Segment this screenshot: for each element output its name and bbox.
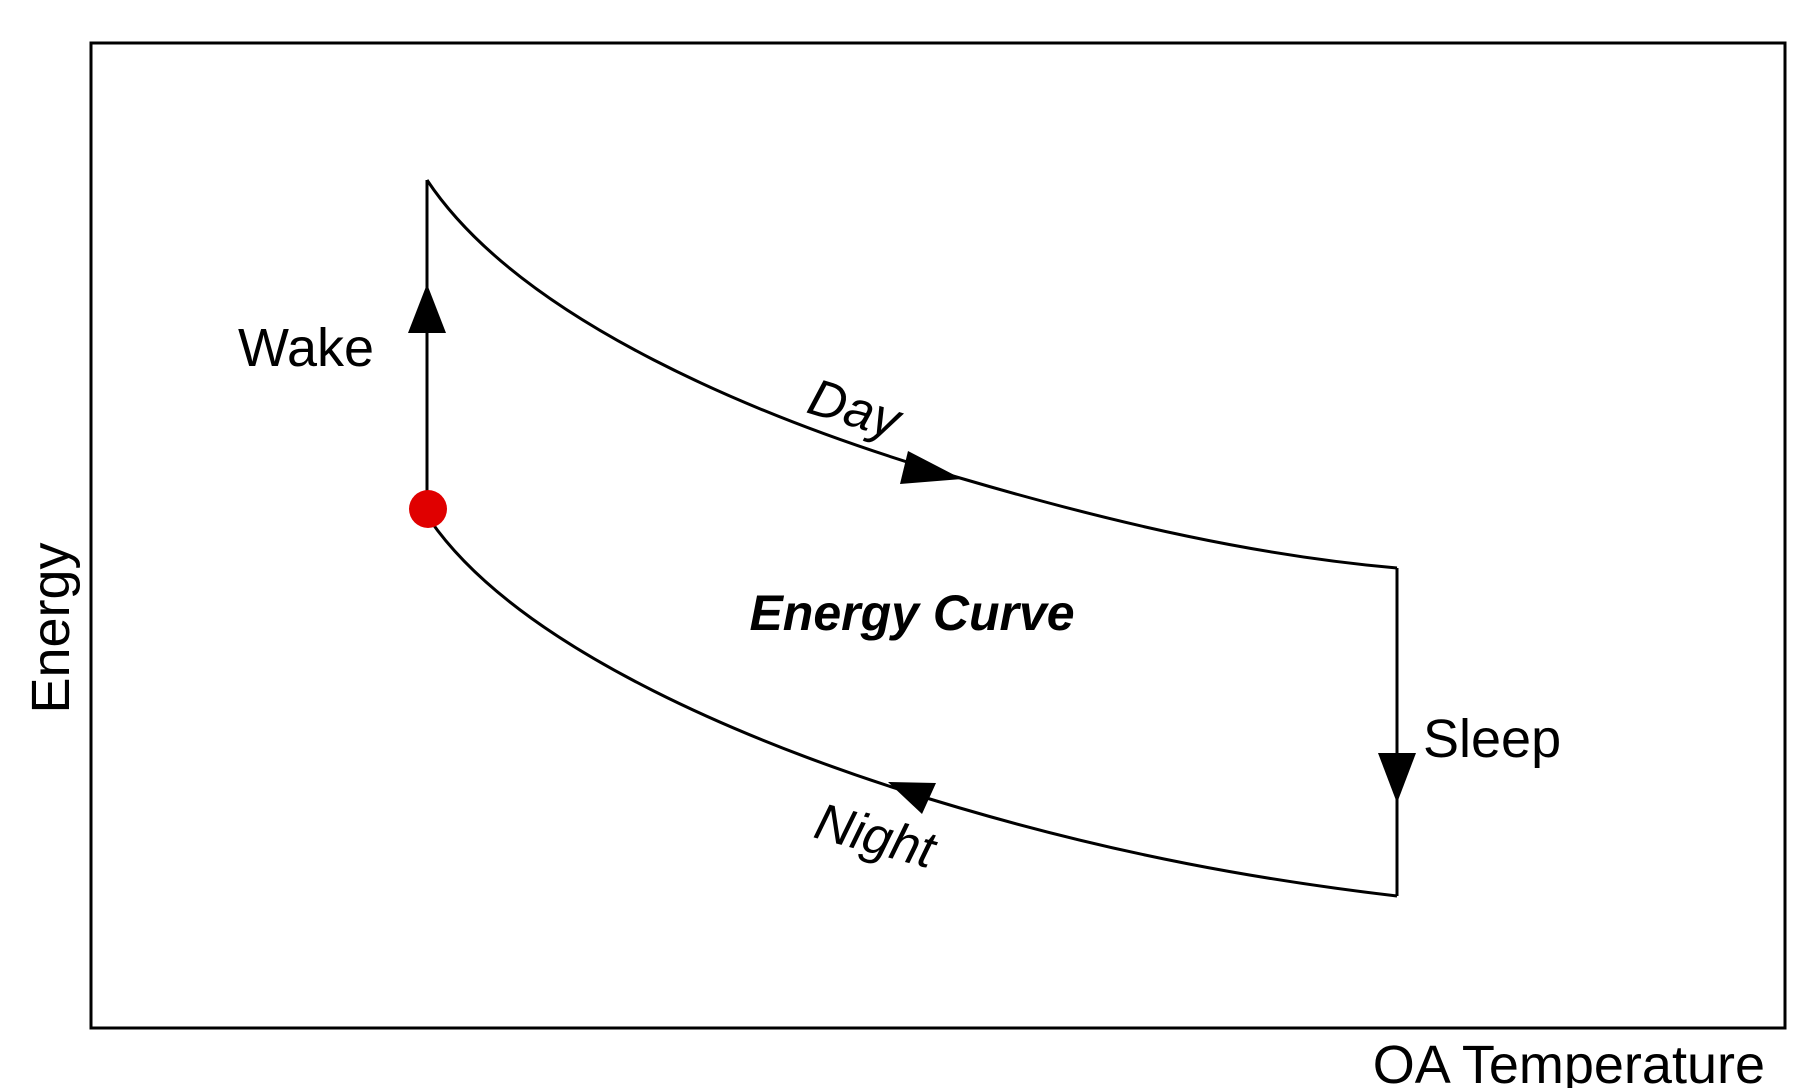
wake-arrow [408, 284, 446, 333]
day-arrow [900, 451, 962, 484]
sleep-arrow [1378, 753, 1416, 803]
day-label: Day [801, 368, 909, 451]
night-arrow [888, 782, 936, 814]
wake-label: Wake [238, 318, 374, 378]
start-point [409, 490, 447, 528]
plot-frame [89, 41, 1787, 1030]
day-curve [425, 179, 1398, 570]
diagram-title: Energy Curve [749, 585, 1074, 641]
night-curve [428, 519, 1398, 898]
y-axis-label: Energy [21, 542, 81, 713]
x-axis-label: OA Temperature [1373, 1035, 1765, 1088]
sleep-label: Sleep [1423, 709, 1561, 769]
